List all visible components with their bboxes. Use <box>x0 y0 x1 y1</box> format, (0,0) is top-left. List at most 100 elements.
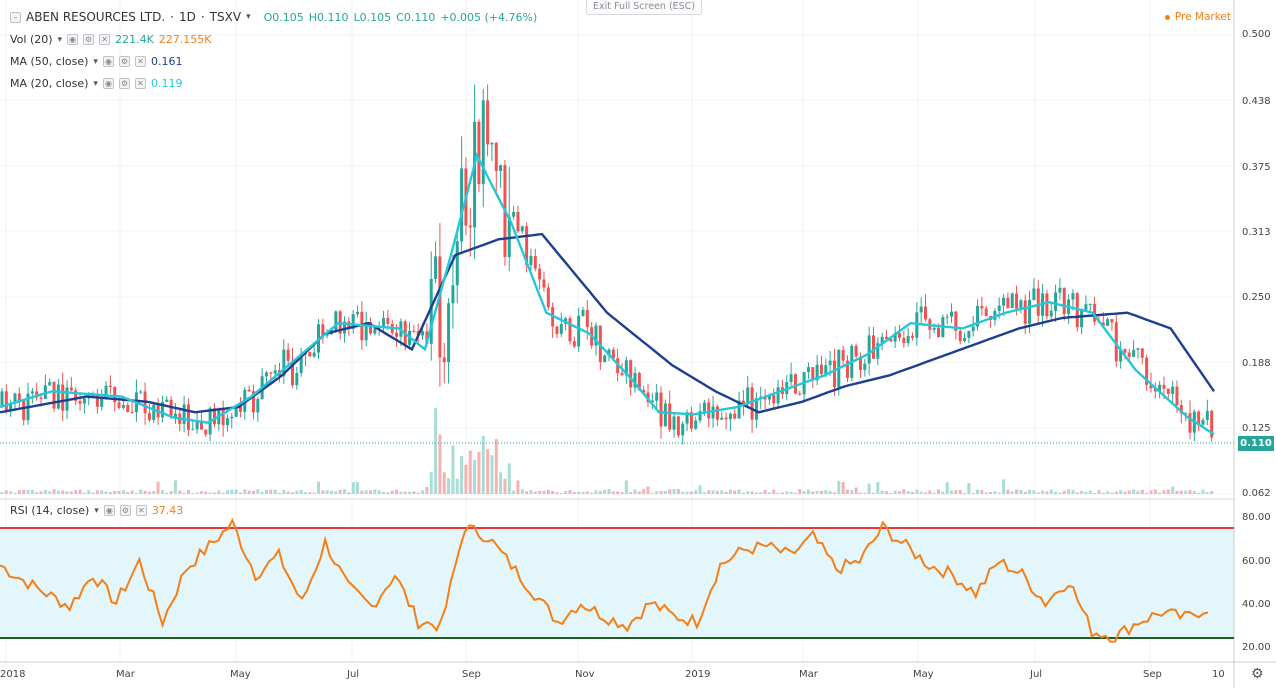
candle-body <box>607 349 611 356</box>
candle-body <box>1145 357 1149 385</box>
volume-bar <box>850 489 854 494</box>
candle-body <box>919 306 923 313</box>
volume-bar <box>1201 489 1205 494</box>
gear-icon[interactable]: ⚙ <box>118 56 130 67</box>
volume-bar <box>789 491 793 494</box>
close-icon[interactable]: ✕ <box>134 78 146 89</box>
exit-full-screen-button[interactable]: Exit Full Screen (ESC) <box>586 0 703 15</box>
gear-icon[interactable]: ⚙ <box>83 34 95 45</box>
candle-body <box>542 279 546 288</box>
close-icon[interactable]: ✕ <box>99 34 111 45</box>
price-tick: 0.313 <box>1242 227 1271 238</box>
close-icon[interactable]: ✕ <box>134 56 146 67</box>
volume-bar <box>1188 490 1192 494</box>
volume-bar <box>74 490 78 494</box>
candle-body <box>1049 310 1053 317</box>
ohlc-open: O0.105 <box>263 10 304 24</box>
legend-rsi[interactable]: RSI (14, close) ▾ ◉ ⚙ ✕ 37.43 <box>10 504 183 517</box>
volume-bar <box>1084 491 1088 494</box>
volume-bar <box>277 492 281 494</box>
volume-bar <box>941 491 945 494</box>
candle-body <box>980 305 984 309</box>
candle-body <box>173 413 177 418</box>
symbol-name[interactable]: ABEN RESOURCES LTD. <box>26 10 166 24</box>
candle-body <box>624 360 628 376</box>
volume-bar <box>698 485 702 494</box>
candlesticks <box>0 84 1214 445</box>
volume-bar <box>997 492 1001 494</box>
volume-bar <box>594 490 598 494</box>
candle-body <box>937 327 941 338</box>
volume-bar <box>356 482 360 494</box>
eye-icon[interactable]: ◉ <box>102 78 114 89</box>
candle-body <box>334 311 338 330</box>
chevron-down-icon[interactable]: ▾ <box>57 34 63 45</box>
candle-body <box>147 413 151 420</box>
candle-body <box>893 333 897 342</box>
volume-bar <box>186 489 190 494</box>
candle-body <box>863 363 867 370</box>
candle-body <box>1188 413 1192 433</box>
gear-icon[interactable]: ⚙ <box>119 505 131 516</box>
volume-bar <box>876 482 880 494</box>
eye-icon[interactable]: ◉ <box>102 56 114 67</box>
volume-bar <box>1010 491 1014 494</box>
chevron-down-icon[interactable]: ▾ <box>94 505 99 516</box>
settings-gear-icon[interactable]: ⚙ <box>1251 666 1264 682</box>
candle-body <box>69 387 73 391</box>
candle-body <box>1197 411 1201 425</box>
volume-bar <box>858 492 862 494</box>
volume-bar <box>347 492 351 494</box>
candle-body <box>672 416 676 430</box>
volume-bar <box>208 492 212 494</box>
candle-body <box>932 327 936 330</box>
volume-bar <box>1075 492 1079 494</box>
volume-bar <box>39 491 43 494</box>
candle-body <box>1201 419 1205 425</box>
legend-ma20-label[interactable]: MA (20, close) <box>10 77 89 90</box>
volume-bar <box>1023 491 1027 494</box>
volume-bar <box>750 491 754 494</box>
gear-icon[interactable]: ⚙ <box>118 78 130 89</box>
candle-body <box>867 335 871 364</box>
legend-rsi-label[interactable]: RSI (14, close) <box>10 504 90 517</box>
volume-bar <box>182 492 186 494</box>
legend-ma50[interactable]: MA (50, close) ▾ ◉ ⚙ ✕ 0.161 <box>10 55 182 68</box>
legend-ma50-label[interactable]: MA (50, close) <box>10 55 89 68</box>
volume-bar <box>139 489 143 494</box>
volume-bar <box>538 490 542 494</box>
candle-body <box>74 390 78 401</box>
volume-bar <box>477 451 481 494</box>
candle-body <box>108 385 112 387</box>
volume-bar <box>425 486 429 494</box>
interval[interactable]: 1D <box>178 10 196 24</box>
volume-bar <box>1192 491 1196 494</box>
legend-ma20[interactable]: MA (20, close) ▾ ◉ ⚙ ✕ 0.119 <box>10 77 182 90</box>
volume-bar <box>819 490 823 494</box>
collapse-legend-icon[interactable]: – <box>10 11 21 23</box>
candle-body <box>1058 287 1062 293</box>
chevron-down-icon[interactable]: ▾ <box>93 56 98 67</box>
eye-icon[interactable]: ◉ <box>103 505 115 516</box>
candle-body <box>832 360 836 388</box>
volume-bar <box>169 491 173 494</box>
legend-volume-value: 221.4K <box>115 33 154 46</box>
legend-volume[interactable]: Vol (20) ▾ ◉ ⚙ ✕ 221.4K 227.155K <box>10 33 212 46</box>
volume-bar <box>616 491 620 494</box>
volume-bar <box>1093 492 1097 494</box>
eye-icon[interactable]: ◉ <box>67 34 79 45</box>
volume-bar <box>1106 491 1110 494</box>
chevron-down-icon[interactable]: ▾ <box>93 78 98 89</box>
time-tick: Sep <box>462 669 481 680</box>
chevron-down-icon[interactable]: ▾ <box>246 12 251 22</box>
legend-volume-label[interactable]: Vol (20) <box>10 33 53 46</box>
candle-body <box>1019 300 1023 309</box>
close-icon[interactable]: ✕ <box>135 505 147 516</box>
candle-body <box>685 412 689 424</box>
candle-body <box>4 391 8 411</box>
volume-bar <box>924 492 928 494</box>
volume-bar <box>273 489 277 494</box>
candle-body <box>715 406 719 420</box>
candle-body <box>499 165 503 172</box>
